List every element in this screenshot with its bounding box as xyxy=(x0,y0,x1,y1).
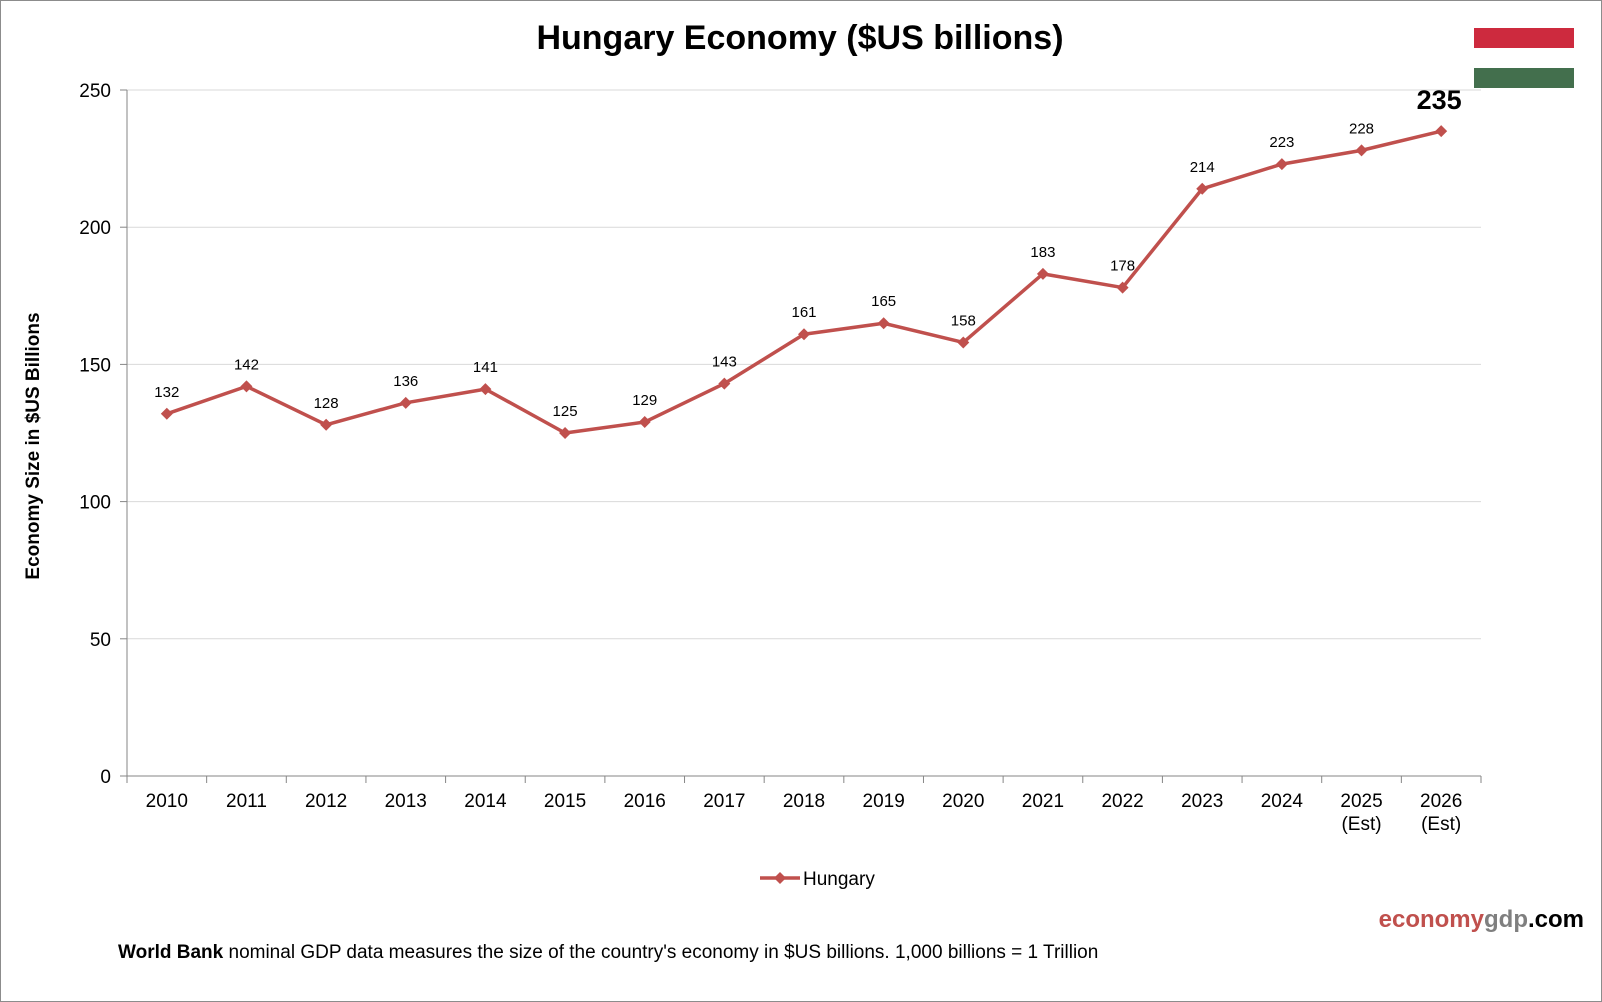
data-label: 161 xyxy=(791,304,816,321)
data-point-marker xyxy=(240,380,253,393)
data-point-marker xyxy=(718,377,731,390)
series-line xyxy=(166,129,1442,435)
data-label: 183 xyxy=(1030,244,1055,261)
x-tick-label: 2016 xyxy=(624,791,666,812)
data-point-marker xyxy=(1435,125,1448,138)
data-point-marker xyxy=(320,418,333,431)
x-tick-label: 2019 xyxy=(863,791,905,812)
flag-stripe-red xyxy=(1474,28,1574,48)
data-point-marker xyxy=(798,328,810,341)
hungary-flag-icon xyxy=(1474,28,1574,88)
x-tick-label: 2010 xyxy=(146,791,188,812)
data-label: 223 xyxy=(1269,134,1294,151)
y-axis-label: Economy Size in $US Billions xyxy=(23,312,44,579)
data-label: 141 xyxy=(473,359,498,376)
x-tick-label: 2023 xyxy=(1181,791,1223,812)
data-point-marker xyxy=(638,416,651,429)
data-label: 125 xyxy=(553,403,578,420)
x-tick-label: (Est) xyxy=(1341,814,1381,835)
x-tick-label: (Est) xyxy=(1421,814,1461,835)
data-label: 129 xyxy=(632,392,657,409)
x-tick-label: 2024 xyxy=(1261,791,1304,812)
x-tick-label: 2020 xyxy=(942,791,984,812)
data-point-marker xyxy=(479,383,492,396)
data-label: 165 xyxy=(871,293,896,310)
data-label: 214 xyxy=(1190,159,1215,176)
data-label: 136 xyxy=(393,373,418,390)
y-tick-label: 150 xyxy=(79,355,111,376)
y-tick-label: 100 xyxy=(79,493,111,514)
x-tick-label: 2013 xyxy=(385,791,427,812)
data-point-marker xyxy=(877,317,890,330)
footnote-source: World Bank xyxy=(118,942,224,963)
x-tick-label: 2017 xyxy=(703,791,745,812)
legend: Hungary xyxy=(760,869,875,890)
brand-logo: economygdp.com xyxy=(1379,906,1584,934)
data-label: 128 xyxy=(314,395,339,412)
data-point-marker xyxy=(160,407,173,420)
data-point-marker xyxy=(1355,144,1368,157)
y-tick-label: 0 xyxy=(100,767,111,788)
y-tick-label: 250 xyxy=(79,81,111,102)
footnote-text: nominal GDP data measures the size of th… xyxy=(223,942,1099,963)
x-tick-label: 2022 xyxy=(1101,791,1143,812)
data-point-marker xyxy=(559,427,572,439)
x-tick-label: 2011 xyxy=(226,791,267,812)
legend-label: Hungary xyxy=(803,869,875,890)
x-tick-label: 2012 xyxy=(305,791,347,812)
footnote: World Bank nominal GDP data measures the… xyxy=(118,942,1098,964)
data-point-marker xyxy=(1275,158,1288,171)
brand-part-economy: economy xyxy=(1378,906,1484,933)
data-label: 235 xyxy=(1417,85,1462,115)
x-tick-label: 2026 xyxy=(1420,791,1462,812)
data-point-marker xyxy=(399,396,412,409)
y-tick-label: 200 xyxy=(79,218,111,239)
chart-title: Hungary Economy ($US billions) xyxy=(536,19,1063,57)
brand-part-gdp: gdp xyxy=(1484,906,1528,933)
y-tick-label: 50 xyxy=(90,630,111,651)
x-tick-label: 2018 xyxy=(783,791,825,812)
data-point-marker xyxy=(1036,267,1049,280)
brand-part-com: .com xyxy=(1527,906,1584,933)
flag-stripe-green xyxy=(1474,68,1574,88)
data-point-marker xyxy=(1196,182,1209,195)
x-tick-label: 2015 xyxy=(544,791,586,812)
data-point-marker xyxy=(957,336,970,349)
flag-stripe-white xyxy=(1474,48,1574,68)
data-label: 178 xyxy=(1110,258,1135,275)
data-label: 158 xyxy=(951,312,976,329)
data-point-marker xyxy=(1116,281,1129,294)
data-label: 228 xyxy=(1349,120,1374,137)
data-label: 143 xyxy=(712,354,737,371)
x-tick-label: 2014 xyxy=(464,791,507,812)
x-tick-label: 2025 xyxy=(1340,791,1382,812)
data-label: 132 xyxy=(154,384,179,401)
data-label: 142 xyxy=(234,356,259,373)
x-tick-label: 2021 xyxy=(1022,791,1064,812)
legend-marker xyxy=(774,872,786,884)
